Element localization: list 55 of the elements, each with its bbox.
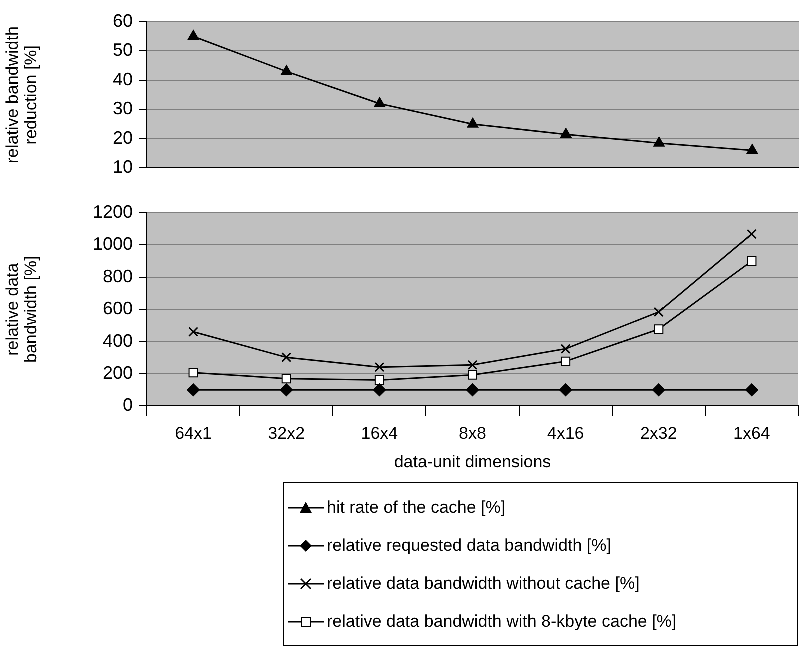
x-tick-label: 4x16 (547, 424, 584, 444)
legend-label: relative requested data bandwidth [%] (327, 536, 612, 556)
y-tick-label: 600 (102, 298, 133, 319)
point (466, 384, 480, 397)
x-tick-label: 16x4 (361, 424, 398, 444)
point (559, 384, 572, 397)
y-tick-label: 60 (112, 10, 133, 31)
y-tick-label: 10 (112, 157, 133, 178)
point (374, 362, 385, 372)
y-tick-label: 50 (112, 40, 133, 60)
y-tick-label: 30 (112, 98, 133, 119)
point (561, 356, 571, 366)
point (654, 307, 664, 318)
point (373, 384, 386, 397)
y-axis-title: relative bandwidth reduction [%] (3, 26, 41, 164)
y-tick-label: 1200 (92, 202, 133, 222)
point (746, 229, 757, 240)
x-tick-label: 64x1 (175, 424, 212, 444)
y-tick-label: 400 (102, 330, 133, 351)
y-tick-label: 0 (122, 395, 133, 416)
point (745, 384, 758, 397)
y-tick-label: 800 (102, 266, 133, 286)
x-tick-label: 8x8 (459, 424, 486, 444)
point (746, 144, 758, 154)
point (560, 128, 572, 138)
y-tick-label: 40 (112, 69, 133, 90)
x-tick-label: 32x2 (268, 424, 306, 444)
point (468, 370, 478, 380)
y-tick-label: 20 (112, 128, 133, 148)
legend-label: relative data bandwidth with 8-kbyte cache [%] (327, 612, 677, 632)
point (654, 136, 665, 147)
x-axis-title: data-unit dimensions (394, 452, 552, 472)
point (467, 118, 479, 128)
point (188, 326, 199, 337)
point (374, 376, 384, 386)
point (188, 30, 200, 40)
x-tick-label: 1x64 (734, 424, 770, 444)
point (560, 344, 571, 354)
y-axis-title: relative data bandwidth [%] (3, 256, 41, 363)
point (282, 352, 292, 363)
point (652, 384, 666, 397)
y-tick-label: 1000 (92, 234, 133, 254)
point (188, 368, 198, 378)
point (282, 374, 292, 384)
legend-label: hit rate of the cache [%] (327, 498, 506, 518)
point (280, 384, 294, 397)
legend-label: relative data bandwidth without cache [%] (327, 574, 640, 594)
point (747, 256, 757, 266)
point (281, 65, 292, 76)
point (468, 360, 478, 370)
point (654, 324, 664, 334)
y-tick-label: 200 (102, 362, 133, 383)
point (374, 97, 386, 108)
point (187, 384, 200, 397)
x-tick-label: 2x32 (640, 424, 678, 444)
